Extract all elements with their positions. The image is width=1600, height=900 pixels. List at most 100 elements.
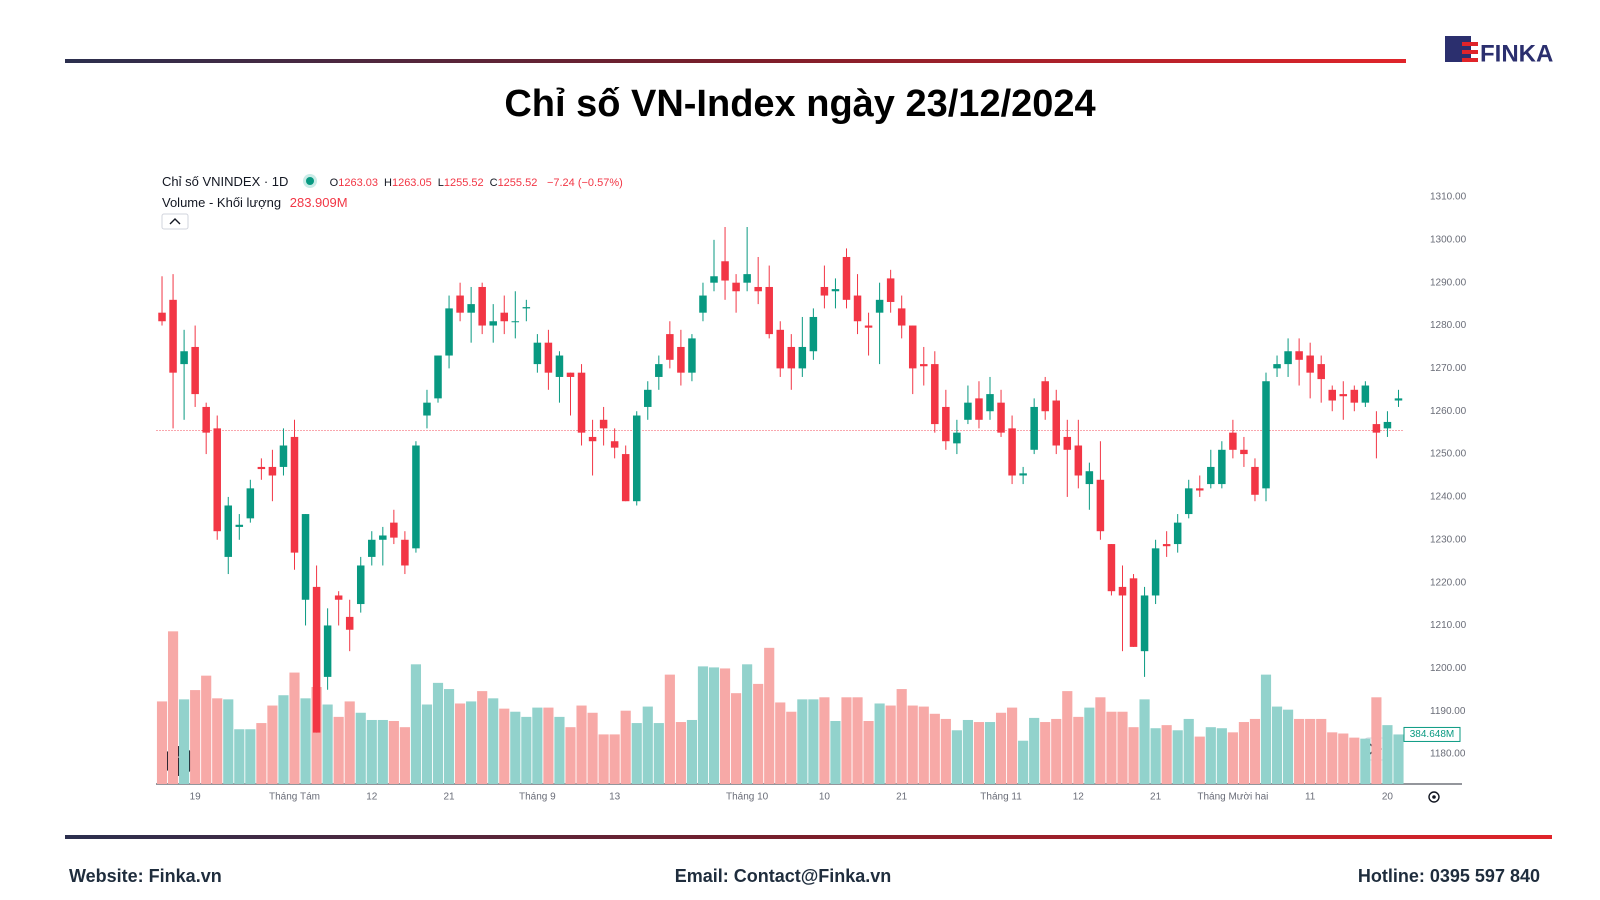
candle-body [975, 398, 983, 420]
volume-bar [1205, 727, 1216, 784]
candle-body [1140, 595, 1149, 652]
volume-bar [1128, 727, 1139, 784]
volume-bar [1040, 722, 1051, 784]
x-tick-label: Tháng 10 [726, 792, 769, 803]
y-tick-label: 1300.00 [1430, 234, 1467, 245]
candle-body [533, 342, 542, 365]
volume-bar [1327, 732, 1338, 784]
candle-body [1284, 351, 1292, 365]
volume-bar [874, 703, 885, 784]
candle-body [1339, 394, 1348, 397]
volume-bar [499, 708, 510, 784]
candle-body [920, 364, 928, 367]
collapse-button[interactable] [161, 213, 189, 230]
candle-body [1306, 355, 1314, 373]
volume-bar [1150, 728, 1161, 784]
y-tick-label: 1230.00 [1430, 534, 1467, 545]
volume-bar [1095, 697, 1106, 784]
candle-body [610, 441, 619, 448]
ohlc-key: H [384, 177, 392, 189]
chart-header: Chỉ số VNINDEX · 1D O1263.03 H1263.05 L125… [162, 174, 623, 189]
volume-bar [167, 631, 179, 784]
volume-bar [410, 664, 422, 784]
candle-body [599, 419, 608, 429]
volume-bar [962, 719, 974, 784]
volume-tag [1403, 726, 1461, 742]
candle-body [279, 445, 288, 467]
candle-body [566, 372, 575, 377]
candle-body [1129, 578, 1138, 647]
candle-body [1383, 421, 1392, 429]
candle-body [1162, 544, 1171, 547]
volume-bar [421, 704, 433, 784]
page-title: Chỉ số VN-Index ngày 23/12/2024 [504, 83, 1095, 125]
candle-body [1184, 488, 1193, 515]
volume-bar [819, 697, 830, 784]
candle-body [169, 299, 177, 373]
candle-body [1085, 471, 1094, 485]
volume-bar [1139, 699, 1150, 784]
candle-body [158, 312, 166, 322]
volume-bar [896, 689, 907, 784]
volume-bar [156, 701, 168, 784]
x-tick-label: 21 [1150, 792, 1162, 803]
volume-bar [1062, 691, 1073, 784]
candle-body [1350, 389, 1359, 403]
candle-body [323, 625, 332, 677]
candle-body [743, 274, 751, 283]
candle-body [820, 286, 829, 296]
x-tick-label: Tháng 11 [980, 792, 1022, 803]
x-tick-label: 20 [1382, 792, 1394, 803]
x-tick-label: 21 [896, 792, 908, 803]
y-tick-label: 1240.00 [1430, 492, 1467, 503]
volume-bar [786, 711, 797, 784]
candle-body [842, 256, 851, 300]
candle-body [257, 466, 266, 470]
candle-body [1074, 445, 1083, 476]
footer-email: Email: Contact@Finka.vn [675, 866, 892, 886]
ohlc-legend: O1263.03 H1263.05 L1255.52 C1255.52 [330, 177, 544, 189]
x-tick-label: 10 [819, 792, 831, 803]
volume-bar [344, 701, 355, 784]
volume-bar [995, 712, 1007, 784]
volume-bar [179, 699, 190, 784]
volume-bar [234, 729, 245, 784]
footer-hotline: Hotline: 0395 597 840 [1358, 866, 1540, 886]
candle-body [511, 321, 520, 323]
y-tick-label: 1290.00 [1430, 277, 1467, 288]
x-tick-label: 11 [1305, 792, 1316, 803]
volume-bar [1260, 674, 1272, 784]
volume-bar [565, 727, 576, 784]
candle-body [180, 351, 188, 365]
volume-bar [256, 723, 267, 784]
volume-bar [852, 697, 863, 784]
volume-bar [863, 721, 874, 784]
volume-bar [940, 718, 951, 784]
candle-body [942, 406, 950, 442]
volume-bar [1029, 717, 1040, 784]
candle-body [456, 295, 464, 313]
candle-body [489, 321, 497, 326]
candle-body [1317, 364, 1325, 380]
top-rule [65, 59, 1406, 63]
candle-body [390, 522, 398, 538]
volume-bar [1305, 718, 1316, 784]
volume-bar [1349, 737, 1360, 784]
volume-bar [466, 701, 477, 784]
settings-button[interactable] [1428, 791, 1440, 803]
volume-bar [753, 683, 764, 784]
y-tick-label: 1250.00 [1430, 449, 1467, 460]
volume-bar [719, 668, 731, 784]
candle-body [732, 282, 740, 292]
candle-body [368, 539, 376, 557]
ohlc-key: C [489, 177, 498, 189]
candle-body [655, 364, 663, 377]
volume-bar [587, 712, 598, 784]
candle-body [710, 276, 718, 283]
y-tick-label: 1210.00 [1430, 620, 1467, 631]
candle-body [191, 346, 199, 395]
candle-body [1262, 381, 1270, 489]
candle-body [202, 406, 210, 433]
candle-body [765, 286, 773, 335]
candle-body [886, 278, 895, 302]
